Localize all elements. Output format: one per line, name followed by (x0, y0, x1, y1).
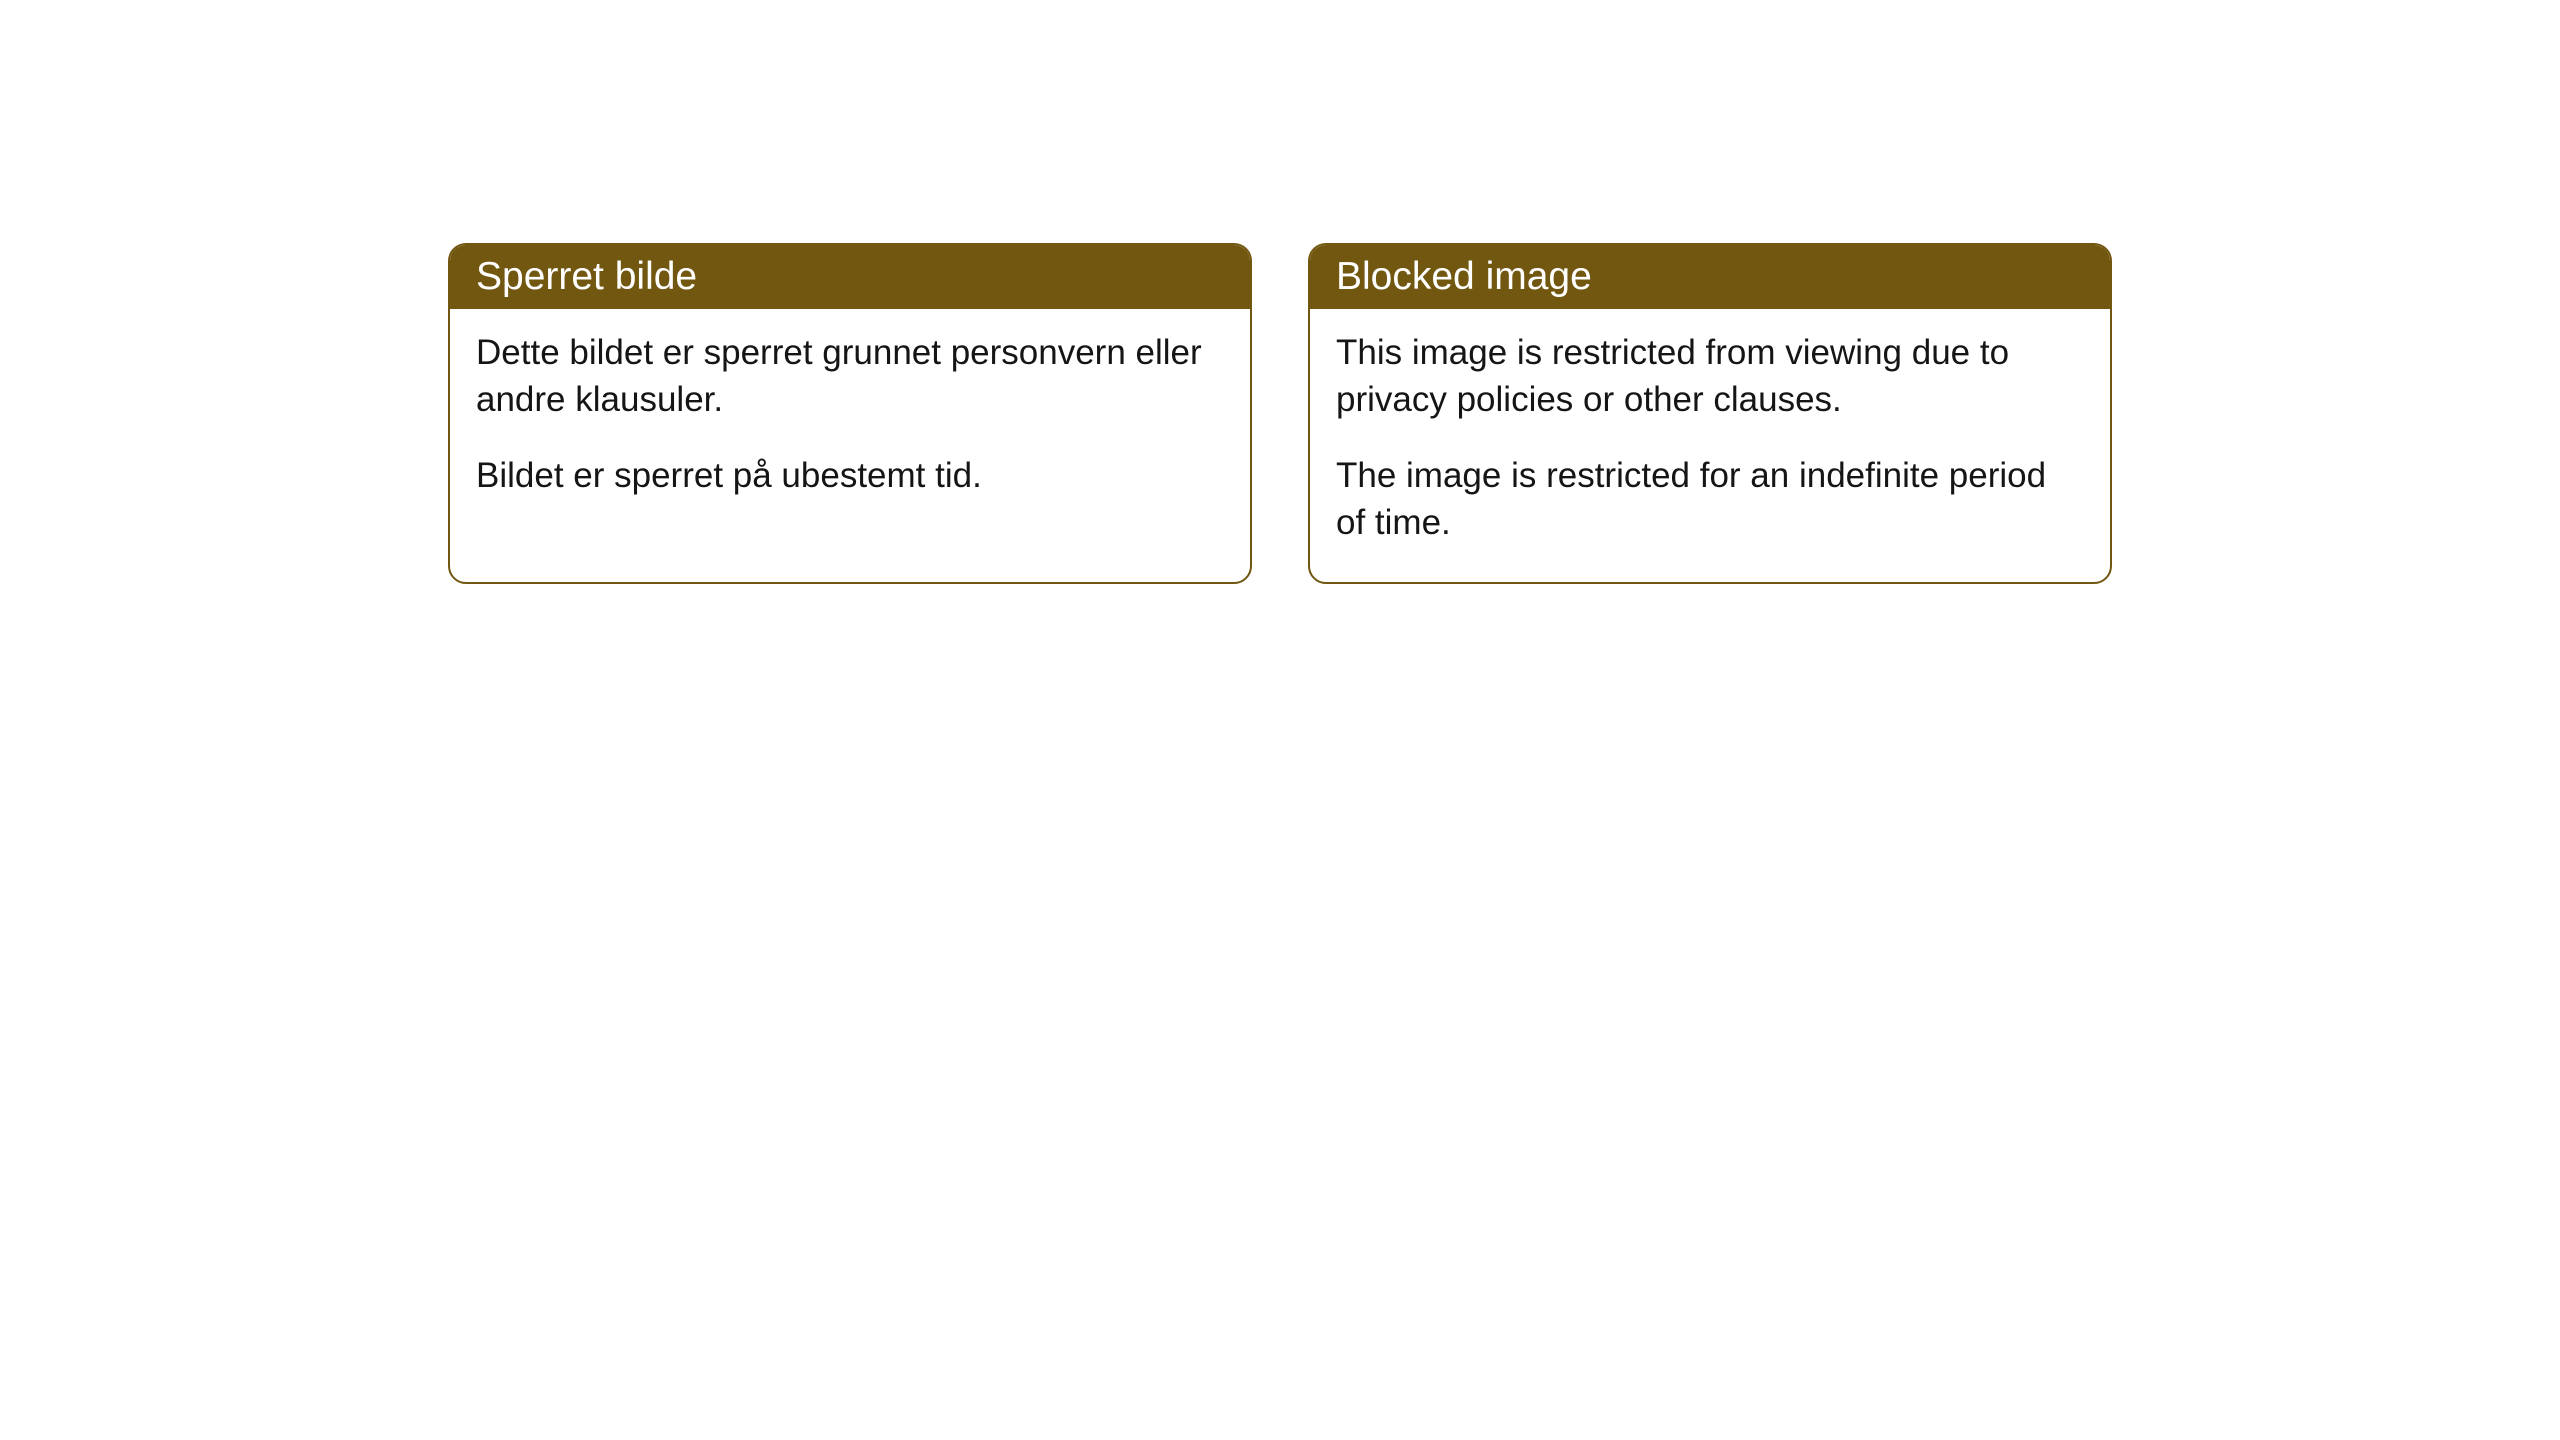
notice-card-english: Blocked image This image is restricted f… (1308, 243, 2112, 584)
card-header: Sperret bilde (450, 245, 1250, 309)
card-paragraph: This image is restricted from viewing du… (1336, 329, 2084, 424)
notice-card-norwegian: Sperret bilde Dette bildet er sperret gr… (448, 243, 1252, 584)
card-paragraph: Dette bildet er sperret grunnet personve… (476, 329, 1224, 424)
card-body: This image is restricted from viewing du… (1310, 309, 2110, 582)
card-paragraph: The image is restricted for an indefinit… (1336, 452, 2084, 547)
card-body: Dette bildet er sperret grunnet personve… (450, 309, 1250, 535)
card-header: Blocked image (1310, 245, 2110, 309)
card-paragraph: Bildet er sperret på ubestemt tid. (476, 452, 1224, 499)
card-title: Sperret bilde (476, 255, 697, 298)
card-title: Blocked image (1336, 255, 1592, 298)
cards-container: Sperret bilde Dette bildet er sperret gr… (448, 243, 2112, 584)
